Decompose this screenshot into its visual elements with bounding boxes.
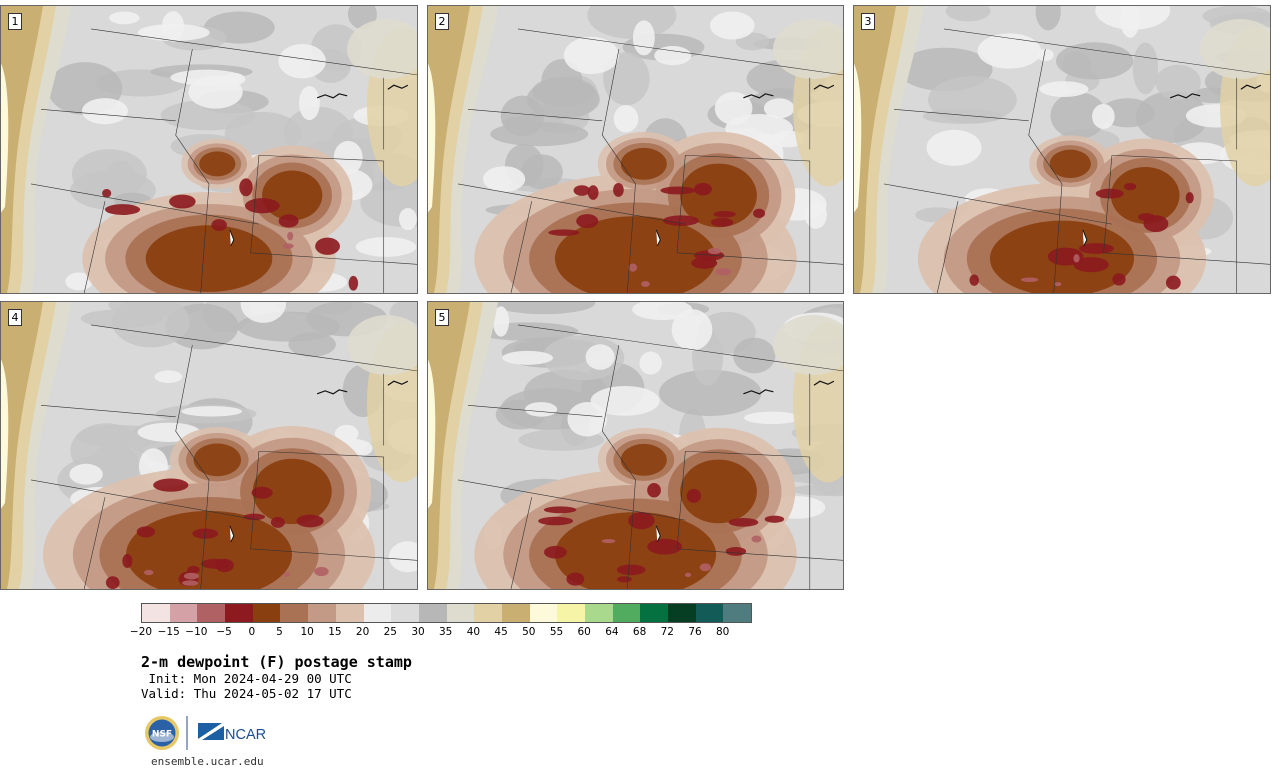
colorbar-segment [446, 604, 475, 622]
colorbar-segment [557, 604, 585, 622]
ensemble-member-map-2[interactable]: 2 [427, 5, 844, 294]
colorbar-tick-label: 15 [328, 626, 342, 638]
colorbar-segment [474, 604, 502, 622]
ncar-text: NCAR [225, 727, 266, 743]
colorbar-tick-label: 45 [494, 626, 508, 638]
ensemble-member-map-3[interactable]: 3 [853, 5, 1271, 294]
colorbar-segment [225, 604, 253, 622]
member-label: 2 [435, 13, 449, 30]
colorbar-tick-label: 5 [276, 626, 283, 638]
colorbar-segment [252, 604, 281, 622]
colorbar-segment [529, 604, 558, 622]
colorbar-tick-label: 20 [355, 626, 370, 638]
colorbar-segment [723, 604, 752, 622]
colorbar-tick-label: −20 [129, 626, 153, 638]
colorbar-segment [391, 604, 419, 622]
colorbar-segment [335, 604, 364, 622]
colorbar-segment [585, 604, 613, 622]
dewpoint-field-map [854, 6, 1270, 293]
member-label: 4 [8, 309, 22, 326]
ensemble-member-map-4[interactable]: 4 [0, 301, 418, 590]
ensemble-member-map-1[interactable]: 1 [0, 5, 418, 294]
dewpoint-colorbar [141, 603, 753, 623]
colorbar-segment [612, 604, 641, 622]
colorbar-tick-label: −5 [216, 626, 232, 638]
member-label: 5 [435, 309, 449, 326]
colorbar-ticks: −20 −15 −10 −5 0 5 10 15 20 25 30 35 40 45 50 55 60 64 68 7… [130, 623, 781, 643]
colorbar-tick-label: 25 [383, 626, 397, 638]
valid-time: Valid: Thu 2024-05-02 17 UTC [141, 686, 352, 701]
colorbar-tick-label: 72 [660, 626, 674, 638]
colorbar-tick-label: 0 [248, 626, 256, 638]
colorbar-segment [418, 604, 447, 622]
member-label: 3 [861, 13, 875, 30]
colorbar-tick-label: 64 [605, 626, 619, 638]
colorbar-tick-label: 35 [439, 626, 453, 638]
website-url: ensemble.ucar.edu [151, 755, 264, 768]
colorbar-segment [640, 604, 669, 622]
colorbar-tick-label: 60 [577, 626, 591, 638]
colorbar-segment [197, 604, 226, 622]
ncar-logo-icon: NCAR [198, 723, 266, 743]
colorbar-segment [363, 604, 392, 622]
colorbar-segment [280, 604, 309, 622]
chart-title: 2-m dewpoint (F) postage stamp [141, 653, 412, 671]
colorbar-tick-label: 68 [632, 626, 647, 638]
colorbar-tick-label: −10 [185, 626, 208, 638]
init-time: Init: Mon 2024-04-29 00 UTC [141, 671, 352, 686]
colorbar-segment [501, 604, 530, 622]
colorbar-tick-label: 10 [300, 626, 314, 638]
ensemble-member-map-5[interactable]: 5 [427, 301, 844, 590]
colorbar-segment [308, 604, 336, 622]
nsf-ncar-logo: NSF NCAR [145, 716, 266, 750]
colorbar-tick-label: 76 [688, 626, 702, 638]
colorbar-segment [169, 604, 198, 622]
dewpoint-field-map [428, 6, 843, 293]
dewpoint-field-map [1, 302, 417, 589]
colorbar-segment [668, 604, 696, 622]
nsf-text: NSF [152, 730, 172, 740]
colorbar-segment [695, 604, 724, 622]
colorbar-segment [142, 604, 170, 622]
colorbar-tick-label: −15 [157, 626, 180, 638]
colorbar-tick-label: 50 [522, 626, 536, 638]
colorbar-tick-label: 40 [466, 626, 481, 638]
nsf-logo-icon: NSF [145, 716, 179, 750]
dewpoint-field-map [428, 302, 843, 589]
colorbar-tick-label: 80 [716, 626, 730, 638]
dewpoint-field-map [1, 6, 417, 293]
colorbar-tick-label: 30 [411, 626, 425, 638]
member-label: 1 [8, 13, 22, 30]
colorbar-tick-label: 55 [549, 626, 564, 638]
